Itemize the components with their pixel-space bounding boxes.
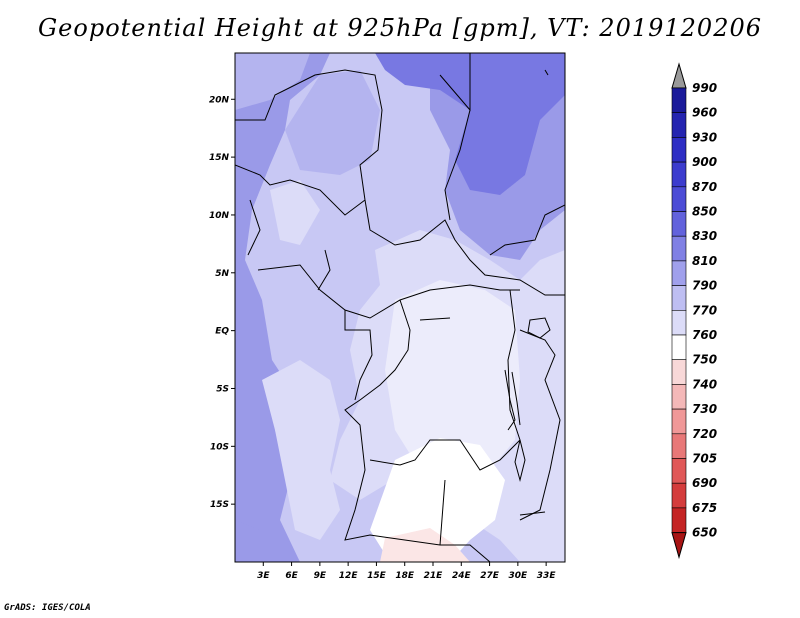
lon-label: 30E: [509, 571, 529, 581]
latitude-axis: 20N 15N 10N 5N EQ 5S 10S 15S: [209, 95, 235, 510]
colorbar-label: 720: [692, 427, 717, 441]
height-field-750: [380, 528, 470, 562]
lon-label: 33E: [537, 571, 557, 581]
country-borders: [235, 53, 565, 562]
height-field-850-west: [235, 53, 330, 562]
colorbar-label: 675: [692, 501, 717, 515]
colorbar-label: 750: [692, 353, 717, 367]
colorbar-swatch: [671, 137, 687, 163]
colorbar-label: 790: [692, 279, 717, 293]
lat-label: 10S: [210, 442, 229, 452]
colorbar-swatch: [671, 433, 687, 459]
colorbar-label: 930: [692, 130, 717, 144]
height-field-760: [370, 438, 505, 562]
credit-text: GrADS: IGES/COLA: [4, 603, 91, 613]
colorbar-swatch: [671, 507, 687, 533]
colorbar-swatch: [671, 482, 687, 509]
colorbar-label: 960: [692, 106, 717, 120]
colorbar-bottom-triangle: [671, 532, 687, 560]
lat-label: 5S: [216, 384, 229, 394]
height-field-850-southwest: [235, 520, 270, 562]
colorbar: 990 960 930 900 870 850 830 810 790 770 760 750 740 7…: [671, 62, 717, 560]
height-field-790-central: [270, 180, 320, 245]
colorbar-swatch: [671, 186, 687, 212]
colorbar-label: 810: [692, 254, 717, 268]
colorbar-label: 690: [692, 476, 717, 490]
colorbar-swatch: [671, 211, 687, 237]
colorbar-label: 740: [692, 377, 717, 391]
colorbar-swatch: [671, 87, 687, 114]
colorbar-swatch: [671, 334, 687, 361]
colorbar-swatch: [671, 458, 687, 484]
lon-label: 12E: [339, 571, 359, 581]
lat-label: EQ: [215, 327, 229, 337]
lon-label: 3E: [257, 571, 270, 581]
lat-label: 15N: [209, 153, 230, 163]
colorbar-swatch: [671, 161, 687, 188]
lat-label: 15S: [210, 500, 229, 510]
height-field-870: [375, 53, 565, 195]
longitude-axis: 3E 6E 9E 12E 15E 18E 21E 24E 27E 30E 33E: [257, 562, 556, 581]
colorbar-label: 870: [692, 180, 717, 194]
lat-label: 5N: [215, 269, 229, 279]
colorbar-label: 730: [692, 402, 717, 416]
colorbar-swatch: [671, 384, 687, 410]
colorbar-label: 705: [692, 452, 717, 466]
height-field-830-north: [285, 70, 380, 175]
lon-label: 21E: [424, 571, 444, 581]
lon-label: 9E: [314, 571, 327, 581]
colorbar-label: 850: [692, 205, 717, 219]
map-panel: 20N 15N 10N 5N EQ 5S 10S 15S 3E 6E 9E 12E 15E 18E 21E…: [209, 52, 566, 581]
lon-label: 15E: [367, 571, 387, 581]
lon-label: 27E: [480, 571, 500, 581]
colorbar-label: 760: [692, 328, 717, 342]
colorbar-label: 990: [692, 81, 717, 95]
colorbar-swatch: [671, 112, 687, 138]
lat-label: 20N: [209, 95, 230, 105]
lon-label: 24E: [452, 571, 472, 581]
colorbar-swatch: [671, 235, 687, 262]
colorbar-label: 770: [692, 303, 717, 317]
colorbar-label: 900: [692, 155, 717, 169]
height-field-830-northwest: [235, 53, 310, 110]
lake-outlines: [419, 317, 551, 516]
colorbar-label: 830: [692, 229, 717, 243]
lon-label: 18E: [395, 571, 415, 581]
lat-label: 10N: [209, 211, 230, 221]
map-frame: [234, 52, 566, 563]
height-field-790-southwest: [262, 360, 340, 540]
colorbar-swatch: [671, 359, 687, 385]
colorbar-swatch: [671, 408, 687, 435]
lon-label: 6E: [285, 571, 298, 581]
colorbar-swatch: [671, 309, 687, 336]
colorbar-top-triangle: [671, 62, 687, 89]
colorbar-swatch: [671, 285, 687, 311]
chart-title: Geopotential Height at 925hPa [gpm], VT:…: [38, 14, 762, 42]
height-field-770: [385, 280, 520, 470]
colorbar-label: 650: [692, 526, 717, 540]
colorbar-swatch: [671, 260, 687, 286]
